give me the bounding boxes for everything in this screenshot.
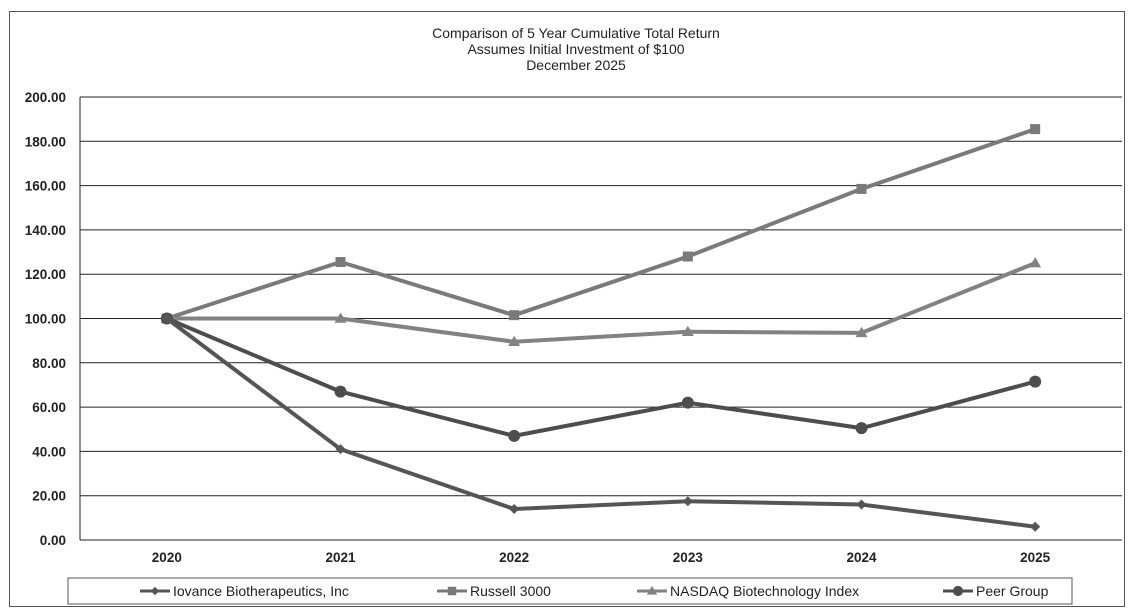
y-tick-label: 80.00 (32, 356, 66, 371)
marker-circle (1029, 375, 1042, 388)
y-axis-tick-labels: 0.00 20.00 40.00 60.00 80.00 100.00 120.00 140.… (25, 90, 66, 548)
marker-diamond (161, 313, 172, 324)
x-axis-tick-labels: 2020 2021 2022 2023 2024 2025 (152, 550, 1051, 565)
series-triangle (160, 257, 1042, 346)
legend-item: Russell 3000 (437, 583, 551, 599)
marker-diamond (856, 499, 867, 510)
legend-item: NASDAQ Biotechnology Index (637, 583, 859, 599)
x-tick-label: 2020 (152, 550, 182, 565)
marker-triangle (1029, 257, 1042, 268)
marker-triangle (334, 312, 347, 323)
marker-diamond (509, 503, 520, 514)
y-tick-label: 120.00 (25, 267, 66, 282)
marker-triangle (681, 325, 694, 336)
legend-item: Peer Group (943, 583, 1049, 599)
legend-label: Russell 3000 (470, 583, 551, 599)
series-line (166, 127, 1036, 321)
legend-label: NASDAQ Biotechnology Index (670, 583, 859, 599)
y-tick-label: 200.00 (25, 90, 66, 105)
legend-label: Peer Group (976, 583, 1049, 599)
marker-triangle (508, 335, 521, 346)
marker-circle (681, 396, 694, 409)
marker-circle (508, 429, 521, 442)
marker-square (335, 257, 346, 268)
gridlines (79, 96, 1122, 541)
marker-square (856, 183, 867, 194)
chart-date-line: December 2025 (526, 57, 626, 73)
marker-square (509, 310, 520, 321)
chart-title-group: Comparison of 5 Year Cumulative Total Re… (432, 25, 720, 73)
series-line (165, 316, 1036, 529)
x-tick-label: 2025 (1020, 550, 1051, 565)
y-tick-label: 20.00 (32, 489, 66, 504)
x-tick-label: 2021 (325, 550, 356, 565)
x-tick-label: 2023 (673, 550, 704, 565)
marker-diamond (1030, 521, 1041, 532)
marker-square (1030, 124, 1041, 135)
marker-square (447, 586, 457, 596)
marker-square (682, 251, 693, 262)
series-square (161, 124, 1041, 324)
marker-triangle (855, 326, 868, 338)
series-diamond (161, 313, 1041, 532)
marker-circle (855, 422, 868, 435)
y-tick-label: 40.00 (32, 444, 66, 459)
y-tick-label: 160.00 (25, 179, 66, 194)
x-tick-label: 2024 (846, 550, 877, 565)
marker-circle (334, 385, 347, 398)
legend-label: Iovance Biotherapeutics, Inc (173, 583, 349, 599)
series-line (166, 316, 1036, 438)
marker-diamond (335, 444, 346, 455)
series-line (166, 261, 1036, 344)
chart-subtitle: Assumes Initial Investment of $100 (467, 41, 684, 57)
series-circle (160, 312, 1042, 442)
marker-diamond (150, 586, 160, 596)
x-tick-label: 2022 (499, 550, 529, 565)
chart-title: Comparison of 5 Year Cumulative Total Re… (432, 25, 720, 41)
y-tick-label: 140.00 (25, 223, 66, 238)
y-tick-label: 100.00 (25, 312, 66, 327)
series-lines (160, 124, 1042, 532)
legend-box (67, 577, 1073, 605)
marker-diamond (682, 496, 693, 507)
y-tick-label: 180.00 (25, 134, 66, 149)
marker-triangle (646, 585, 658, 595)
marker-circle (952, 585, 964, 597)
y-tick-label: 0.00 (40, 533, 66, 548)
legend-item: Iovance Biotherapeutics, Inc (140, 583, 349, 599)
y-tick-label: 60.00 (32, 400, 66, 415)
legend: Iovance Biotherapeutics, Inc Russell 3000… (67, 577, 1073, 605)
